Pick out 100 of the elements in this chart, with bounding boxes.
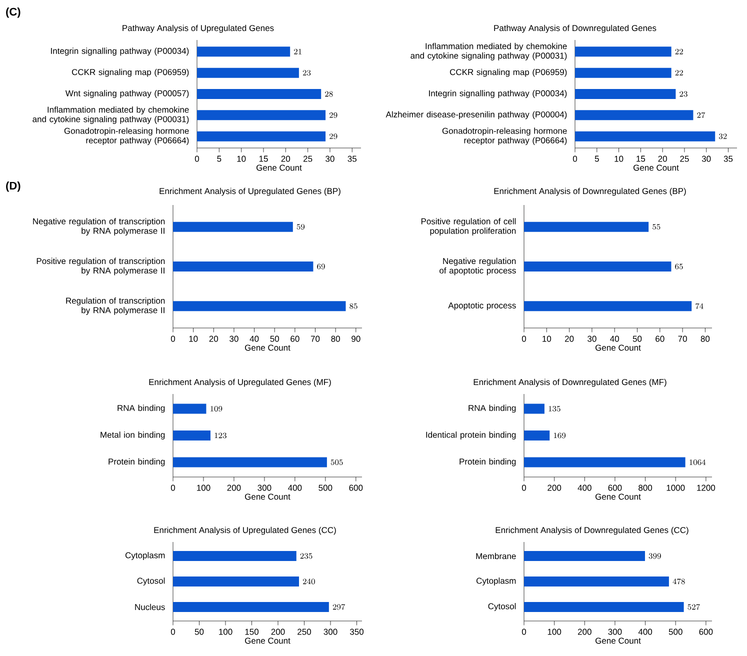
x-tick-label: 400 [638,628,652,635]
data-label: 65 [675,264,683,270]
bar [197,110,326,120]
x-tick-label: 300 [324,628,338,635]
data-label: 55 [652,224,660,230]
y-tick-label: Inflammation mediated by chemokine and cytokine signaling pathway (P00031) [32,106,189,124]
bar [575,110,694,120]
chart-title: Enrichment Analysis of Upregulated Genes (BP) [160,188,340,196]
y-tick-label: Positive regulation of cell population proliferation [421,218,516,236]
bar [524,602,684,612]
y-tick-label: Gonadotropin-releasing hormone receptor pathway (P06664) [64,128,189,146]
x-tick-label: 200 [227,484,241,491]
y-tick-label: Positive regulation of transcription by RNA polymerase II [36,258,165,276]
bar [173,301,346,312]
data-label: 29 [329,134,338,140]
bar [524,222,649,232]
y-tick-label: Regulation of transcription by RNA polymerase II [66,297,165,315]
x-tick-label: 20 [658,156,667,162]
x-tick-label: 100 [197,484,210,491]
data-label: 23 [680,91,688,97]
x-tick-label: 0 [170,484,176,491]
x-tick-label: 400 [578,484,592,491]
data-label: 27 [697,112,706,118]
x-tick-label: 20 [565,336,574,342]
x-tick-label: 60 [656,336,664,342]
y-tick-label: CCKR signaling map (P06959) [450,68,567,77]
data-label: 23 [302,70,311,76]
bar [524,457,686,468]
x-tick-label: 500 [318,484,332,491]
bar [524,404,544,414]
data-label: 478 [672,578,685,584]
chart-title: Pathway Analysis of Upregulated Genes [122,24,274,33]
x-tick-label: 200 [271,628,285,635]
x-tick-label: 10 [614,156,624,162]
x-tick-label: 600 [699,628,713,635]
x-tick-label: 35 [348,156,357,162]
y-tick-label: Negative regulation of apoptotic process [440,258,516,276]
data-label: 22 [675,48,683,54]
x-tick-label: 0 [170,336,176,342]
bar [575,131,716,142]
x-tick-label: 10 [189,336,198,342]
x-tick-label: 70 [678,336,687,342]
x-tick-label: 20 [281,156,290,162]
y-tick-label: Apoptotic process [448,302,516,310]
data-label: 297 [332,604,346,610]
bar [173,261,314,272]
y-tick-label: RNA binding [118,404,165,413]
chart-title: Enrichment Analysis of Upregulated Genes (CC) [154,526,336,535]
y-tick-label: CCKR signaling map (P06959) [72,68,189,77]
bar [173,430,210,440]
x-tick-label: 1000 [666,484,685,491]
data-label: 399 [648,553,661,559]
chart-title: Pathway Analysis of Downregulated Genes [494,24,656,33]
chart-title: Enrichment Analysis of Downregulated Genes (MF) [474,378,666,387]
x-tick-label: 15 [636,156,646,162]
x-axis-title: Gene Count [596,638,641,644]
x-tick-label: 5 [217,156,222,162]
x-tick-label: 35 [724,156,733,162]
x-tick-label: 10 [542,336,552,342]
x-tick-label: 1200 [697,484,716,491]
x-tick-label: 100 [548,628,562,635]
bar [524,301,692,312]
x-tick-label: 600 [349,484,363,491]
x-tick-label: 30 [326,156,334,162]
chart-title: Enrichment Analysis of Downregulated Genes (CC) [496,526,688,535]
bar [524,430,550,440]
y-tick-label: Integrin signalling pathway (P00034) [51,48,189,56]
x-tick-label: 60 [290,336,300,342]
x-tick-label: 0 [194,156,200,162]
x-axis-title: Gene Count [596,494,641,500]
x-tick-label: 200 [548,484,562,491]
y-tick-label: Nucleus [135,604,165,610]
bar [524,551,645,562]
bar [197,68,299,78]
bar [575,88,676,99]
data-label: 527 [688,604,700,610]
x-tick-label: 30 [702,156,711,162]
x-tick-label: 30 [230,336,238,342]
y-tick-label: Identical protein binding [426,432,516,440]
y-tick-label: Inflammation mediated by chemokine and cytokine signaling pathway (P00031) [410,42,567,60]
x-tick-label: 80 [700,336,710,342]
bar [173,551,296,562]
bar [197,46,290,57]
data-label: 85 [350,303,358,309]
x-axis-title: Gene Count [245,494,290,500]
chart-title: Enrichment Analysis of Upregulated Genes (MF) [149,378,331,387]
data-label: 1064 [690,459,706,466]
y-tick-label: Cytosol [137,578,165,586]
x-tick-label: 200 [578,628,592,635]
x-tick-label: 25 [680,156,689,162]
x-tick-label: 90 [352,336,360,342]
x-tick-label: 350 [350,628,364,635]
x-tick-label: 300 [258,484,272,491]
bar [173,576,299,586]
data-label: 28 [325,91,333,97]
y-tick-label: Integrin signalling pathway (P00034) [429,90,567,98]
x-tick-label: 600 [608,484,622,491]
y-tick-label: Metal ion binding [100,432,165,440]
data-label: 169 [554,432,566,438]
x-tick-label: 300 [608,628,622,635]
